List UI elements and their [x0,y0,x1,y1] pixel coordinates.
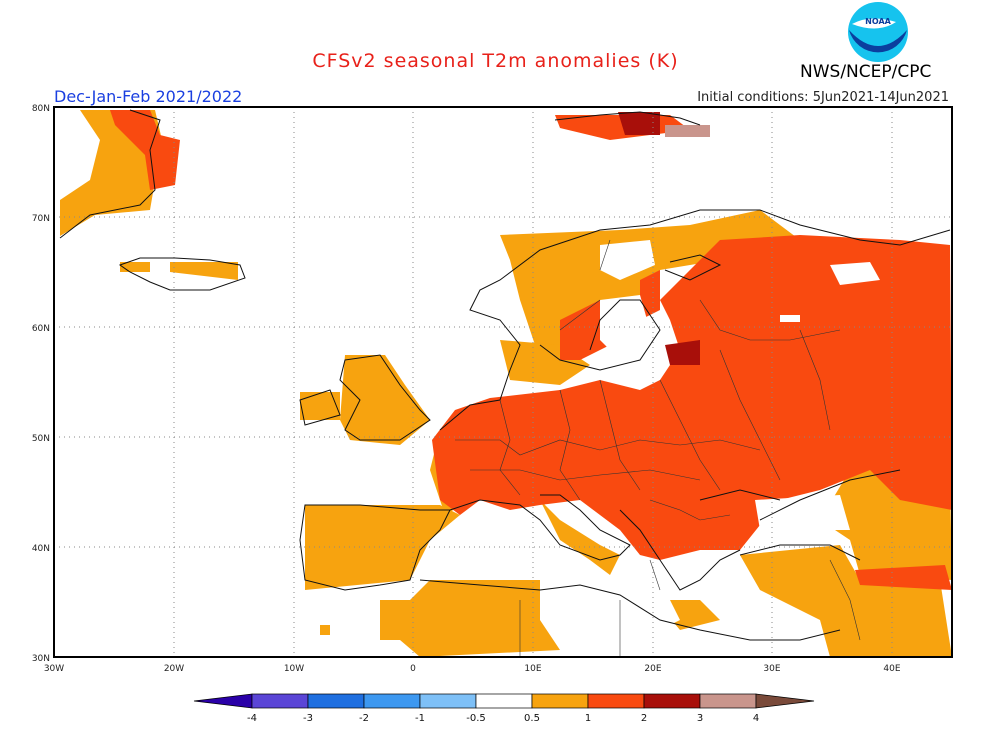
latitude-axis: 80N 70N 60N 50N 40N 30N [32,104,50,664]
colorbar-arrow-high [755,693,815,709]
colorbar-swatch [419,693,477,709]
anomaly-3-4-regions [665,125,710,137]
colorbar-label: 0.5 [524,713,540,724]
graticule-lines [54,107,952,657]
neutral-regions [150,240,880,640]
colorbar-label: 2 [641,713,647,724]
colorbar-swatch [699,693,757,709]
colorbar-label: -1 [415,713,425,724]
country-borders [455,239,861,657]
lon-label-0: 0 [410,664,416,674]
colorbar-label: 3 [697,713,703,724]
colorbar-arrow-low [193,693,253,709]
lat-label-80n: 80N [32,104,50,114]
colorbar-swatch [307,693,365,709]
colorbar-label: -0.5 [466,713,486,724]
lat-label-50n: 50N [32,434,50,444]
colorbar-swatch [475,693,533,709]
lon-label-40e: 40E [883,664,900,674]
organization-label: NWS/NCEP/CPC [800,62,932,82]
season-label: Dec-Jan-Feb 2021/2022 [54,87,243,106]
colorbar-label: -2 [359,713,369,724]
initial-conditions-label: Initial conditions: 5Jun2021-14Jun2021 [697,90,949,105]
lon-label-30w: 30W [44,664,64,674]
colorbar: -4 -3 -2 -1 -0.5 0.5 1 2 3 4 [193,693,815,724]
map-frame [53,106,953,658]
lon-label-30e: 30E [763,664,780,674]
colorbar-swatch [643,693,701,709]
colorbar-swatch [587,693,645,709]
lon-label-10w: 10W [284,664,304,674]
colorbar-swatch [251,693,309,709]
figure-title: CFSv2 seasonal T2m anomalies (K) [312,50,679,72]
colorbar-label: -4 [247,713,257,724]
anomaly-field [54,107,952,657]
colorbar-swatch [363,693,421,709]
lat-label-60n: 60N [32,324,50,334]
noaa-logo: NOAA [848,2,908,62]
noaa-logo-text: NOAA [865,17,891,26]
lon-label-20w: 20W [164,664,184,674]
colorbar-label: 4 [753,713,759,724]
longitude-axis: 30W 20W 10W 0 10E 20E 30E 40E [44,664,901,674]
lat-label-40n: 40N [32,544,50,554]
lat-label-70n: 70N [32,214,50,224]
lon-label-10e: 10E [524,664,541,674]
lon-label-20e: 20E [644,664,661,674]
colorbar-label: 1 [585,713,591,724]
anomaly-2-3-regions [618,112,700,365]
lat-label-30n: 30N [32,654,50,664]
coastlines [59,109,951,641]
colorbar-swatch [531,693,589,709]
colorbar-label: -3 [303,713,313,724]
